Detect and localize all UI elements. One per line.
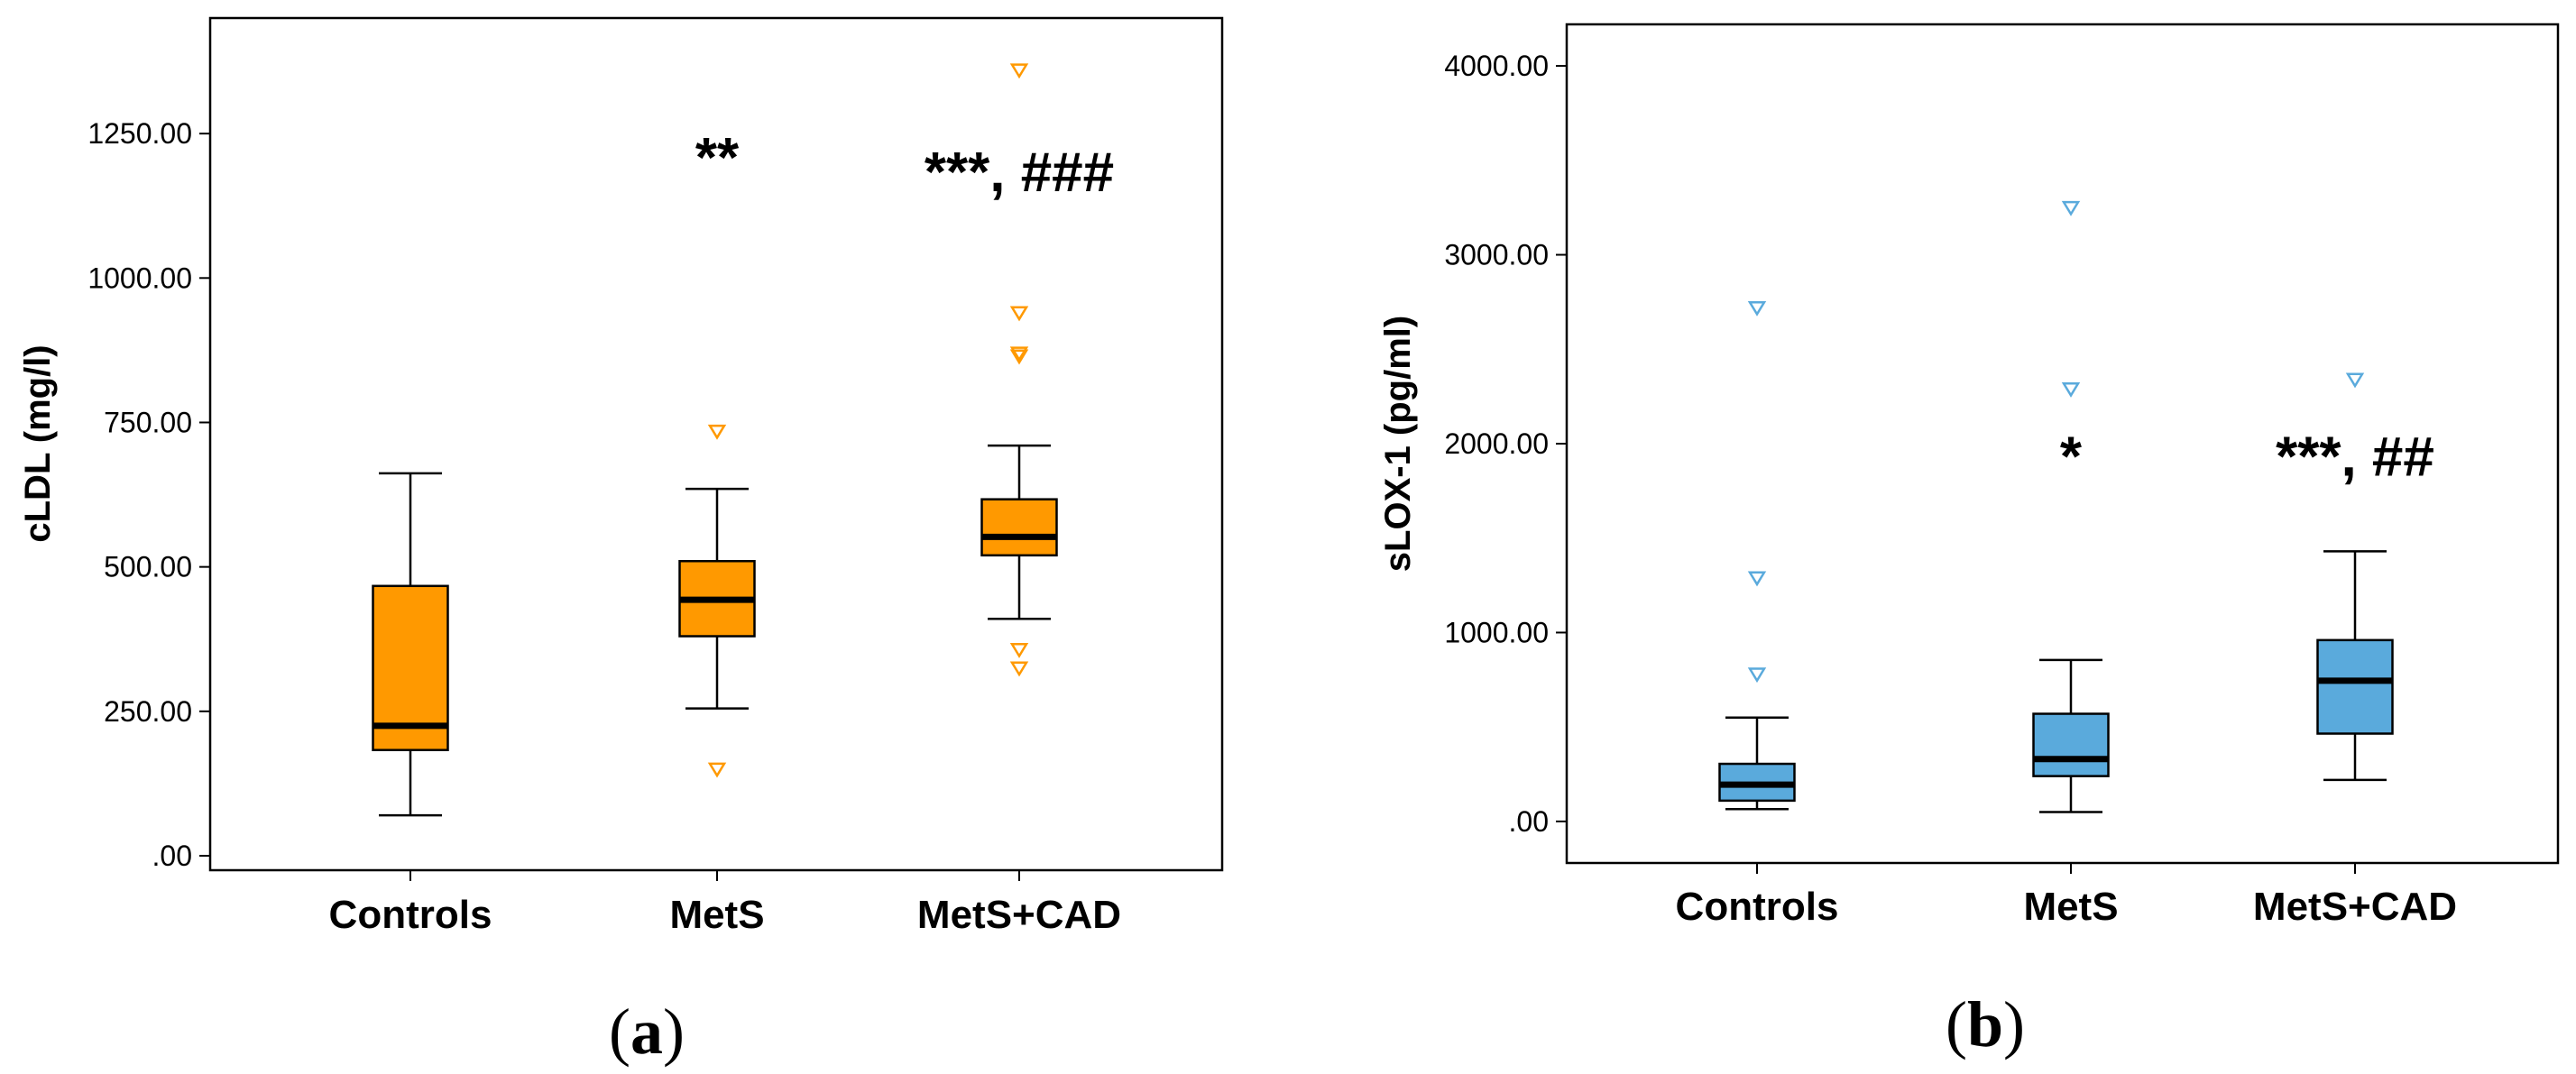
outlier-marker	[1009, 346, 1029, 363]
y-tick-label: .00	[152, 840, 192, 872]
iqr-box	[2032, 712, 2110, 777]
y-tick-label: 500.00	[104, 551, 192, 583]
panel-a-x-axis-labels: Controls MetS MetS+CAD	[329, 893, 1122, 937]
box-mets	[2032, 200, 2110, 874]
y-tick-label: 4000.00	[1444, 50, 1549, 82]
box-mets-cad	[2316, 372, 2394, 874]
box-mets-cad	[980, 63, 1058, 881]
outlier-marker	[1747, 571, 1767, 587]
panel-a-boxes	[372, 63, 1058, 881]
panel-b-x-axis-labels: Controls MetS MetS+CAD	[1676, 885, 2458, 929]
box-controls	[372, 472, 449, 881]
outlier-marker	[2061, 382, 2081, 398]
x-category-label: MetS	[669, 893, 764, 937]
outlier-marker	[1009, 63, 1029, 79]
outlier-marker	[2061, 200, 2081, 216]
panel-b-label-letter: b	[1967, 988, 2003, 1060]
panel-a-significance-annotations: ** ***, ###	[695, 127, 1114, 204]
y-tick-label: 1000.00	[1444, 616, 1549, 648]
panel-b-label: (b)	[1946, 988, 2025, 1060]
panel-b-boxes	[1718, 200, 2394, 874]
outlier-marker	[707, 424, 727, 440]
y-tick-label: 1000.00	[87, 262, 192, 294]
x-category-label: Controls	[1676, 885, 1839, 929]
y-tick-label: 750.00	[104, 406, 192, 438]
panel-a-cldl-chart: cLDL (mg/l) .00 250.00 500.00 750.00 1000.00…	[18, 16, 1224, 1068]
significance-annotation: *	[2060, 427, 2083, 489]
box-controls	[1718, 300, 1796, 874]
outlier-marker	[2345, 372, 2365, 389]
y-tick-label: 3000.00	[1444, 239, 1549, 271]
y-tick-label: 250.00	[104, 695, 192, 728]
outlier-marker	[1009, 643, 1029, 658]
panel-a-y-axis: .00 250.00 500.00 750.00 1000.00 1250.00	[87, 117, 210, 872]
panel-b-y-axis: .00 1000.00 2000.00 3000.00 4000.00	[1444, 50, 1567, 838]
panel-a-y-axis-title: cLDL (mg/l)	[18, 344, 58, 542]
panel-b-y-axis-title: sLOX-1 (pg/ml)	[1378, 316, 1418, 572]
significance-annotation: **	[695, 127, 740, 189]
x-category-label: MetS+CAD	[2253, 885, 2457, 929]
outlier-marker	[1009, 306, 1029, 322]
outlier-marker	[1747, 300, 1767, 317]
panel-b-significance-annotations: * ***, ##	[2060, 427, 2434, 489]
y-tick-label: .00	[1509, 805, 1549, 838]
iqr-box	[2316, 638, 2394, 735]
y-tick-label: 1250.00	[87, 117, 192, 150]
panel-b-slox1-chart: sLOX-1 (pg/ml) .00 1000.00 2000.00 3000.00 4…	[1378, 23, 2560, 1060]
panel-a-label: (a)	[609, 996, 685, 1068]
x-category-label: MetS	[2023, 885, 2118, 929]
x-category-label: Controls	[329, 893, 492, 937]
significance-annotation: ***, ##	[2276, 427, 2434, 489]
iqr-box	[980, 498, 1058, 557]
box-mets	[678, 424, 756, 881]
significance-annotation: ***, ###	[925, 142, 1114, 204]
outlier-marker	[707, 762, 727, 778]
outlier-marker	[1009, 661, 1029, 677]
outlier-marker	[1747, 667, 1767, 684]
outlier-marker	[1009, 349, 1029, 365]
x-category-label: MetS+CAD	[917, 893, 1121, 937]
panel-a-label-letter: a	[630, 996, 663, 1068]
y-tick-label: 2000.00	[1444, 427, 1549, 460]
